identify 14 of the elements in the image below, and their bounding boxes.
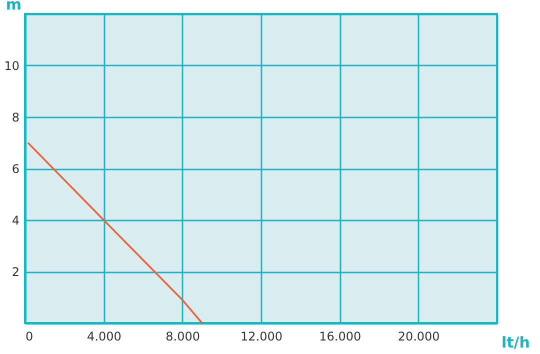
y-tick-label: 4 (12, 214, 20, 228)
x-tick-label: 20.000 (398, 330, 440, 344)
x-tick-label: 16.000 (319, 330, 362, 344)
y-tick-label: 8 (12, 110, 20, 124)
x-axis-title: lt/h (502, 334, 530, 352)
y-tick-label: 6 (12, 162, 20, 176)
y-tick-label: 2 (12, 265, 20, 279)
x-tick-label: 8.000 (166, 330, 200, 344)
line-series (27, 142, 203, 324)
x-tick-label: 0 (26, 330, 34, 344)
x-tick-label: 12.000 (240, 330, 282, 344)
y-axis-title: m (6, 0, 22, 14)
y-tick-label: 10 (4, 59, 20, 73)
x-tick-label: 4.000 (86, 330, 122, 344)
